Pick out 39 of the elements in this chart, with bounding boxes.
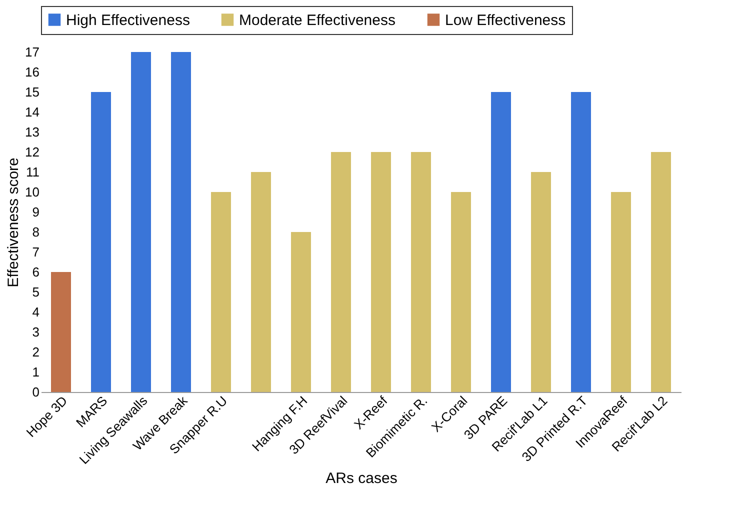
legend-label: Moderate Effectiveness	[239, 12, 396, 29]
y-tick-label: 10	[25, 184, 40, 200]
bar	[51, 272, 71, 392]
y-tick-label: 9	[32, 204, 40, 220]
y-tick-label: 1	[32, 364, 40, 380]
bar	[531, 172, 551, 392]
x-axis-title: ARs cases	[326, 470, 398, 488]
bar	[411, 152, 431, 392]
bar	[571, 92, 591, 392]
bar	[251, 172, 271, 392]
bar	[91, 92, 111, 392]
bar	[291, 232, 311, 392]
y-tick-label: 14	[25, 104, 40, 120]
bar	[331, 152, 351, 392]
y-tick-label: 6	[32, 264, 40, 280]
bar	[651, 152, 671, 392]
y-tick-label: 16	[25, 64, 40, 80]
y-tick-label: 8	[32, 224, 40, 240]
y-tick-label: 4	[32, 304, 40, 320]
y-tick-label: 3	[32, 324, 40, 340]
y-tick-label: 13	[25, 124, 40, 140]
bar	[171, 52, 191, 392]
y-tick-label: 5	[32, 284, 40, 300]
bar	[371, 152, 391, 392]
bar	[211, 192, 231, 392]
y-tick-label: 0	[32, 384, 40, 400]
bar	[131, 52, 151, 392]
bar	[611, 192, 631, 392]
y-tick-label: 17	[25, 44, 40, 60]
bar	[491, 92, 511, 392]
legend-label: High Effectiveness	[66, 12, 190, 29]
y-tick-label: 11	[26, 164, 40, 180]
y-axis-title: Effectiveness score	[5, 158, 22, 288]
legend-label: Low Effectiveness	[445, 12, 566, 29]
y-tick-label: 12	[25, 144, 40, 160]
y-tick-label: 7	[32, 244, 40, 260]
bar	[451, 192, 471, 392]
y-tick-label: 2	[32, 344, 40, 360]
y-tick-label: 15	[25, 84, 40, 100]
